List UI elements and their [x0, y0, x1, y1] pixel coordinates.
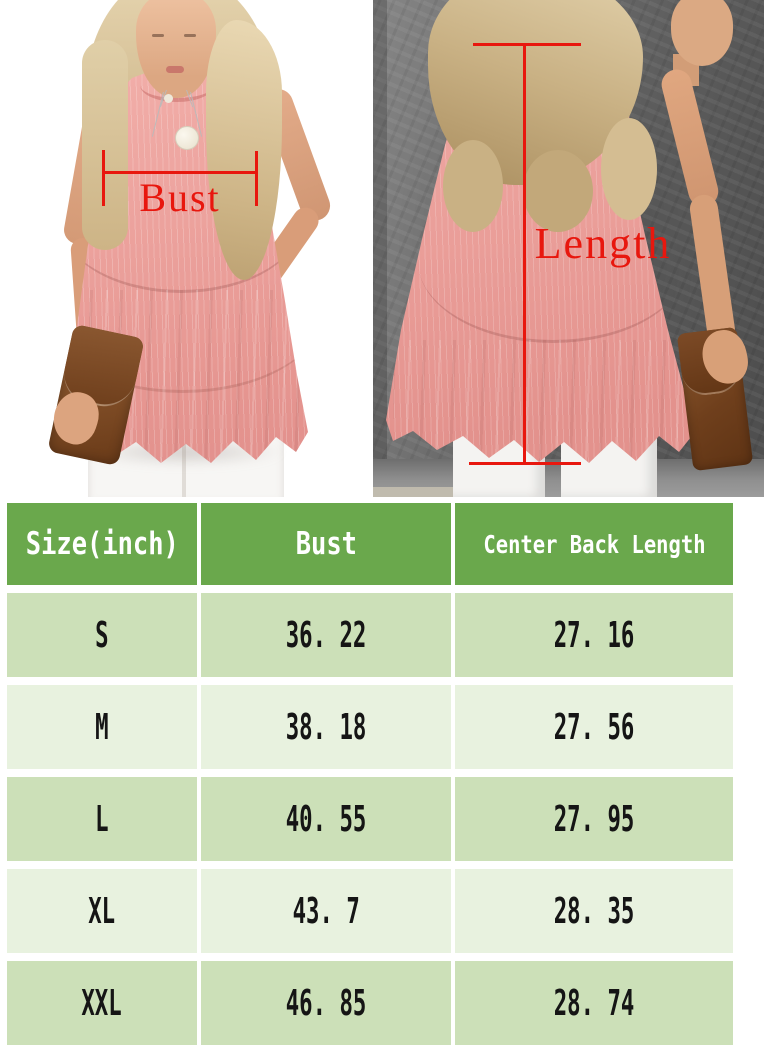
- bust-cell: 40. 55: [201, 777, 451, 861]
- model-face: [136, 0, 216, 98]
- bust-measure-tick-left: [102, 150, 105, 206]
- center-back-length-cell: 27. 95: [455, 777, 733, 861]
- table-header-row: Size(inch) Bust Center Back Length: [7, 503, 733, 585]
- table-row: S 36. 22 27. 16: [7, 593, 733, 677]
- size-cell: XXL: [7, 961, 197, 1045]
- size-cell: S: [7, 593, 197, 677]
- bust-cell: 46. 85: [201, 961, 451, 1045]
- model-hair-strand: [443, 140, 503, 232]
- size-cell: XL: [7, 869, 197, 953]
- length-annotation-label: Length: [534, 219, 672, 268]
- center-back-length-cell: 28. 35: [455, 869, 733, 953]
- table-row: L 40. 55 27. 95: [7, 777, 733, 861]
- tunic-gathers: [393, 340, 695, 463]
- model-eye-left: [152, 34, 164, 37]
- bust-cell: 43. 7: [201, 869, 451, 953]
- tunic-neckline: [140, 68, 214, 102]
- necklace-pendant-small: [164, 94, 173, 103]
- size-table-body: S 36. 22 27. 16 M 38. 18 27. 56 L 40. 55…: [7, 593, 733, 1045]
- size-cell: M: [7, 685, 197, 769]
- jeans-leg-gap: [182, 425, 186, 497]
- bust-measure-line: [103, 171, 257, 174]
- necklace-pendant-large: [175, 126, 199, 150]
- table-row: M 38. 18 27. 56: [7, 685, 733, 769]
- length-measure-tick-top: [473, 43, 581, 46]
- length-measure-tick-bottom: [469, 462, 581, 465]
- bust-cell: 36. 22: [201, 593, 451, 677]
- model-lips: [166, 66, 184, 73]
- tunic-tier-seam: [418, 180, 688, 343]
- tunic-tier-seam-2: [66, 225, 308, 393]
- table-row: XXL 46. 85 28. 74: [7, 961, 733, 1045]
- bust-annotation-label: Bust: [139, 175, 221, 220]
- model-hair-strand-left: [82, 40, 128, 250]
- length-measure-line: [523, 43, 526, 465]
- bust-cell: 38. 18: [201, 685, 451, 769]
- model-face-profile: [671, 0, 733, 66]
- model-hair-strand: [523, 150, 593, 232]
- col-header-center-back-length: Center Back Length: [455, 503, 733, 585]
- photo-front-view: Bust: [0, 0, 372, 497]
- bust-measure-tick-right: [255, 151, 258, 206]
- wall-edge: [373, 0, 387, 497]
- center-back-length-cell: 27. 16: [455, 593, 733, 677]
- model-hair-strand: [601, 118, 657, 220]
- model-eye-right: [184, 34, 196, 37]
- size-cell: L: [7, 777, 197, 861]
- model-hair-strand-right: [206, 20, 282, 280]
- size-chart-table: Size(inch) Bust Center Back Length S 36.…: [7, 503, 733, 1045]
- col-header-bust: Bust: [201, 503, 451, 585]
- center-back-length-cell: 27. 56: [455, 685, 733, 769]
- center-back-length-cell: 28. 74: [455, 961, 733, 1045]
- col-header-size: Size(inch): [7, 503, 197, 585]
- photo-back-view: Length: [373, 0, 764, 497]
- table-row: XL 43. 7 28. 35: [7, 869, 733, 953]
